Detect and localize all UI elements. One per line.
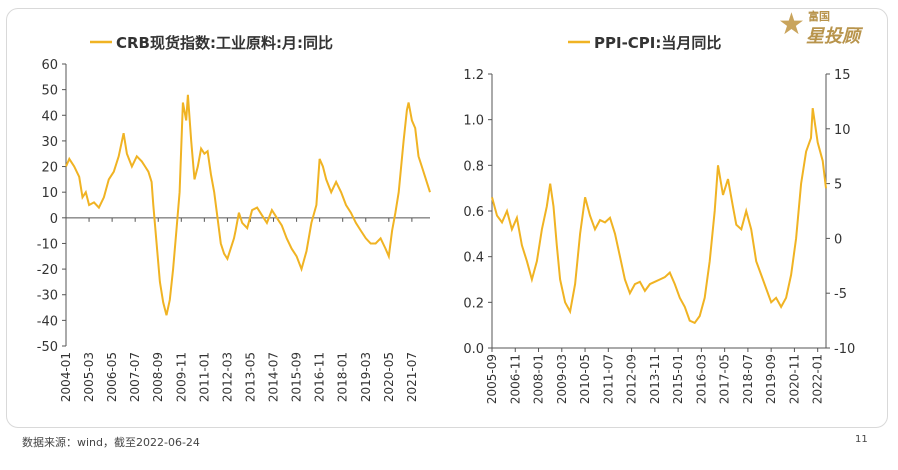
crb-legend: CRB现货指数:工业原料:月:同比 <box>90 34 333 52</box>
x-tick-label: 2009-11 <box>174 352 188 402</box>
y-tick-label: -30 <box>37 289 58 304</box>
y-tick-label: -50 <box>37 340 58 355</box>
ppi-cpi-legend: PPI-CPI:当月同比 <box>568 34 721 52</box>
x-tick-label: 2019-09 <box>764 354 778 404</box>
brand-logo: ★ 富国 星投顾 <box>778 4 890 56</box>
x-tick-label: 2017-05 <box>718 354 732 404</box>
x-tick-label: 2007-07 <box>128 352 142 402</box>
page-number: 11 <box>855 434 868 445</box>
y2-tick-label: 0 <box>834 232 842 247</box>
x-tick-label: 2008-01 <box>532 354 546 404</box>
crb-legend-label: CRB现货指数:工业原料:月:同比 <box>116 34 333 52</box>
y2-tick-label: 15 <box>834 68 851 83</box>
x-tick-label: 2005-09 <box>485 354 499 404</box>
y-tick-label: 1.2 <box>463 68 484 83</box>
x-tick-label: 2020-05 <box>382 352 396 402</box>
x-tick-label: 2020-11 <box>787 354 801 404</box>
x-tick-label: 2006-11 <box>508 354 522 404</box>
ppi-cpi-chart: PPI-CPI:当月同比 1.2 1.0 0.8 0.6 0.4 0.2 0.0 15 10 5… <box>463 34 855 404</box>
x-tick-label: 2014-07 <box>267 352 281 402</box>
brand-logo-big: 星投顾 <box>806 26 860 47</box>
y-tick-label: 0.6 <box>463 205 484 220</box>
x-tick-label: 2013-11 <box>648 354 662 404</box>
x-tick-label: 2006-05 <box>105 352 119 402</box>
x-tick-label: 2022-01 <box>811 354 825 404</box>
y-tick-label: 10 <box>41 186 58 201</box>
crb-chart: CRB现货指数:工业原料:月:同比 60 50 40 30 20 10 0 -10 -20 -30… <box>37 34 431 402</box>
x-tick-label: 2018-01 <box>336 352 350 402</box>
x-tick-label: 2011-07 <box>601 354 615 404</box>
crb-series-line <box>65 94 431 316</box>
data-source-note: 数据来源：wind，截至2022-06-24 <box>22 436 200 449</box>
y2-tick-label: -10 <box>834 342 855 357</box>
brand-logo-small: 富国 <box>808 10 830 23</box>
y-tick-label: 0.2 <box>463 296 484 311</box>
x-tick-label: 2016-03 <box>694 354 708 404</box>
chart-frame <box>6 8 888 428</box>
x-tick-label: 2016-11 <box>313 352 327 402</box>
x-tick-label: 2005-03 <box>82 352 96 402</box>
x-tick-label: 2015-09 <box>290 352 304 402</box>
y-tick-label: 1.0 <box>463 114 484 129</box>
y-tick-label: 50 <box>41 84 58 99</box>
y2-tick-label: 10 <box>834 123 851 138</box>
y-tick-label: -40 <box>37 314 58 329</box>
y2-tick-label: 5 <box>834 178 842 193</box>
x-tick-label: 2004-01 <box>59 352 73 402</box>
x-tick-label: 2012-03 <box>220 352 234 402</box>
x-tick-label: 2010-05 <box>578 354 592 404</box>
ppi-cpi-legend-label: PPI-CPI:当月同比 <box>594 34 721 52</box>
x-tick-label: 2015-01 <box>671 354 685 404</box>
x-tick-label: 2019-03 <box>359 352 373 402</box>
x-tick-label: 2018-07 <box>741 354 755 404</box>
y-tick-label: -20 <box>37 263 58 278</box>
x-tick-label: 2021-07 <box>405 352 419 402</box>
y-tick-label: 60 <box>41 58 58 73</box>
y-tick-label: 0.4 <box>463 251 484 266</box>
y-tick-label: 40 <box>41 109 58 124</box>
y-tick-label: -10 <box>37 237 58 252</box>
star-icon: ★ <box>778 7 805 42</box>
y-tick-label: 0.8 <box>463 159 484 174</box>
x-tick-label: 2009-03 <box>555 354 569 404</box>
y-tick-label: 20 <box>41 161 58 176</box>
x-tick-label: 2012-09 <box>625 354 639 404</box>
ppi-cpi-series-line <box>491 108 827 325</box>
x-tick-label: 2008-09 <box>151 352 165 402</box>
y2-tick-label: -5 <box>834 287 847 302</box>
y-tick-label: 0 <box>50 212 58 227</box>
x-tick-label: 2013-05 <box>243 352 257 402</box>
y-tick-label: 0.0 <box>463 342 484 357</box>
x-tick-label: 2011-01 <box>197 352 211 402</box>
y-tick-label: 30 <box>41 135 58 150</box>
